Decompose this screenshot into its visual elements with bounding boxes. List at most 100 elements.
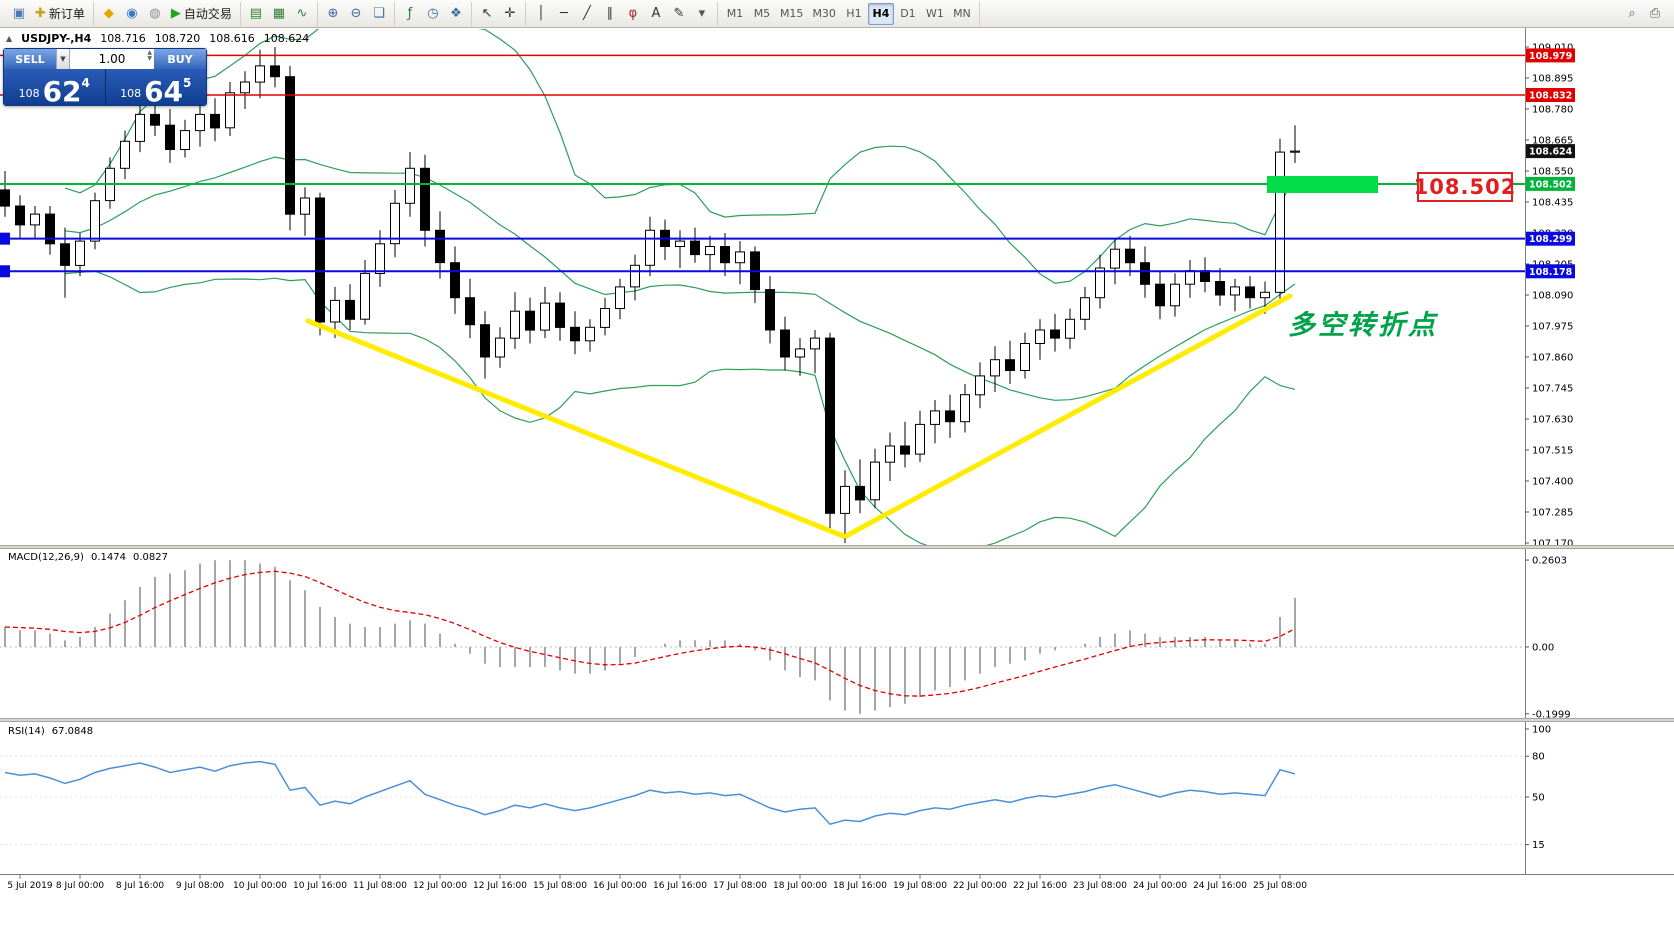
svg-text:108.435: 108.435 bbox=[1532, 198, 1573, 209]
svg-text:18 Jul 16:00: 18 Jul 16:00 bbox=[833, 881, 887, 891]
ohlc-open: 108.716 bbox=[100, 32, 146, 45]
price-tag: 108.624 bbox=[1526, 144, 1575, 159]
ask-prefix: 108 bbox=[120, 87, 142, 100]
navigator-icon[interactable]: ◉ bbox=[126, 6, 138, 21]
svg-text:108.665: 108.665 bbox=[1532, 136, 1573, 147]
symbol-title: USDJPY-,H4 bbox=[21, 32, 92, 45]
rsi-value: 67.0848 bbox=[51, 726, 94, 737]
terminal-icon[interactable]: ◍ bbox=[149, 6, 161, 21]
indicators-icon[interactable]: ƒ bbox=[407, 6, 413, 21]
timeframe-button-MN[interactable]: MN bbox=[953, 7, 971, 20]
timeframe-button-H4[interactable]: H4 bbox=[867, 2, 894, 25]
timeframe-button-M5[interactable]: M5 bbox=[753, 7, 771, 20]
macd-value-signal: 0.0827 bbox=[132, 552, 168, 563]
price-tag: 108.299 bbox=[1526, 231, 1575, 246]
svg-text:17 Jul 08:00: 17 Jul 08:00 bbox=[713, 881, 767, 891]
ask-pip-fraction: 5 bbox=[183, 76, 192, 90]
svg-text:25 Jul 08:00: 25 Jul 08:00 bbox=[1253, 881, 1307, 891]
zoom-group: ⊕ ⊖ ❏ bbox=[318, 1, 395, 26]
text-icon[interactable]: A bbox=[651, 6, 661, 21]
svg-text:24 Jul 00:00: 24 Jul 00:00 bbox=[1133, 881, 1187, 891]
svg-text:107.515: 107.515 bbox=[1532, 446, 1573, 457]
line-chart-icon[interactable]: ∿ bbox=[296, 6, 308, 21]
vertical-line-icon[interactable]: │ bbox=[537, 6, 545, 21]
timeframe-button-W1[interactable]: W1 bbox=[926, 7, 944, 20]
lot-dropdown[interactable]: ▼ bbox=[56, 49, 70, 69]
horizontal-line-objects[interactable] bbox=[0, 54, 1525, 278]
cursor-icon[interactable]: ↖ bbox=[481, 6, 493, 21]
timeframe-button-H1[interactable]: H1 bbox=[846, 7, 862, 20]
quantity-input[interactable]: 1.00 ▲ ▼ bbox=[70, 49, 154, 69]
quantity-stepper[interactable]: ▲ ▼ bbox=[147, 49, 152, 62]
timeframe-button-M1[interactable]: M1 bbox=[726, 7, 744, 20]
timeframe-button-M15[interactable]: M15 bbox=[779, 7, 804, 20]
svg-text:108.550: 108.550 bbox=[1532, 167, 1573, 178]
trendline-icon[interactable]: ╱ bbox=[583, 6, 591, 21]
ask-big-digits: 64 bbox=[144, 74, 184, 106]
svg-text:108.624: 108.624 bbox=[1529, 147, 1573, 158]
market-watch-icon[interactable]: ◆ bbox=[103, 6, 114, 21]
svg-text:108.502: 108.502 bbox=[1529, 179, 1572, 190]
svg-text:10 Jul 00:00: 10 Jul 00:00 bbox=[233, 881, 287, 891]
svg-text:107.285: 107.285 bbox=[1532, 508, 1573, 519]
search-icon[interactable]: ⌕ bbox=[1628, 6, 1636, 21]
supply-zone-rect[interactable] bbox=[1267, 176, 1378, 193]
trendline-1[interactable] bbox=[305, 318, 846, 539]
bid-price-button[interactable]: 108 62 4 bbox=[4, 69, 106, 105]
crosshair-icon[interactable]: ✛ bbox=[504, 6, 516, 21]
svg-text:107.400: 107.400 bbox=[1532, 477, 1573, 488]
tile-windows-icon[interactable]: ❏ bbox=[373, 6, 385, 21]
shapes-dropdown[interactable]: ▾ bbox=[698, 6, 706, 21]
auto-trading-button[interactable]: ▶ 自动交易 bbox=[170, 6, 232, 21]
zoom-out-icon[interactable]: ⊖ bbox=[350, 6, 362, 21]
price-scale[interactable]: 109.010 108.895 108.780 108.665 108.550 108.4… bbox=[1525, 28, 1575, 874]
price-callout[interactable]: 108.502 bbox=[1414, 172, 1515, 202]
macd-value-main: 0.1474 bbox=[90, 552, 126, 563]
price-tag: 108.979 bbox=[1526, 48, 1575, 63]
macd-name: MACD(12,26,9) bbox=[8, 552, 84, 563]
zoom-in-icon[interactable]: ⊕ bbox=[327, 6, 339, 21]
label-icon[interactable]: ✎ bbox=[673, 6, 685, 21]
bid-prefix: 108 bbox=[18, 87, 40, 100]
timeframe-group: M1 M5 M15 M30 H1 H4 D1 W1 MN bbox=[718, 1, 980, 26]
svg-text:109.010: 109.010 bbox=[1532, 43, 1573, 54]
periods-icon[interactable]: ◷ bbox=[427, 6, 439, 21]
buy-button[interactable]: BUY bbox=[154, 49, 206, 69]
panel-separator[interactable] bbox=[0, 718, 1674, 722]
trendline-2[interactable] bbox=[843, 293, 1293, 539]
svg-text:108.090: 108.090 bbox=[1532, 291, 1573, 302]
svg-text:0.00: 0.00 bbox=[1532, 643, 1554, 654]
timeframe-button-M30[interactable]: M30 bbox=[812, 7, 836, 20]
svg-text:107.975: 107.975 bbox=[1532, 322, 1573, 333]
rsi-panel bbox=[0, 755, 1525, 846]
candles bbox=[0, 47, 1300, 543]
fibonacci-icon[interactable]: φ bbox=[628, 6, 638, 21]
channel-icon[interactable]: ∥ bbox=[606, 6, 614, 21]
svg-text:80: 80 bbox=[1532, 752, 1545, 763]
candlestick-chart-icon[interactable]: ▦ bbox=[272, 6, 286, 21]
time-axis[interactable]: 5 Jul 2019 8 Jul 00:00 8 Jul 16:00 9 Jul 08… bbox=[0, 874, 1674, 892]
bar-chart-icon[interactable]: ▤ bbox=[249, 6, 263, 21]
svg-text:108.178: 108.178 bbox=[1529, 267, 1573, 278]
svg-text:15 Jul 08:00: 15 Jul 08:00 bbox=[533, 881, 587, 891]
ohlc-high: 108.720 bbox=[154, 32, 201, 45]
svg-text:107.630: 107.630 bbox=[1532, 415, 1573, 426]
sell-button[interactable]: SELL bbox=[4, 49, 56, 69]
new-order-button[interactable]: ✚ 新订单 bbox=[35, 6, 85, 21]
timeframe-button-D1[interactable]: D1 bbox=[900, 7, 916, 20]
svg-text:16 Jul 16:00: 16 Jul 16:00 bbox=[653, 881, 707, 891]
print-icon[interactable]: ⎙ bbox=[1649, 6, 1661, 21]
turning-point-label[interactable]: 多空转折点 bbox=[1288, 310, 1438, 341]
horizontal-line-icon[interactable]: ─ bbox=[560, 6, 568, 21]
bid-pip-fraction: 4 bbox=[81, 76, 90, 90]
panel-separator[interactable] bbox=[0, 545, 1674, 549]
one-click-collapse-icon[interactable]: ▲ bbox=[6, 34, 13, 43]
main-chart-panel[interactable] bbox=[0, 13, 1525, 551]
ask-price-button[interactable]: 108 64 5 bbox=[106, 69, 207, 106]
chart-window-icon[interactable]: ▣ bbox=[12, 6, 26, 21]
one-click-trading-widget: SELL ▼ 1.00 ▲ ▼ BUY 108 62 4 108 64 5 bbox=[3, 48, 207, 106]
rsi-label: RSI(14) 67.0848 bbox=[8, 726, 93, 737]
templates-icon[interactable]: ❖ bbox=[450, 6, 462, 21]
tools-group: ƒ ◷ ❖ bbox=[395, 1, 472, 26]
